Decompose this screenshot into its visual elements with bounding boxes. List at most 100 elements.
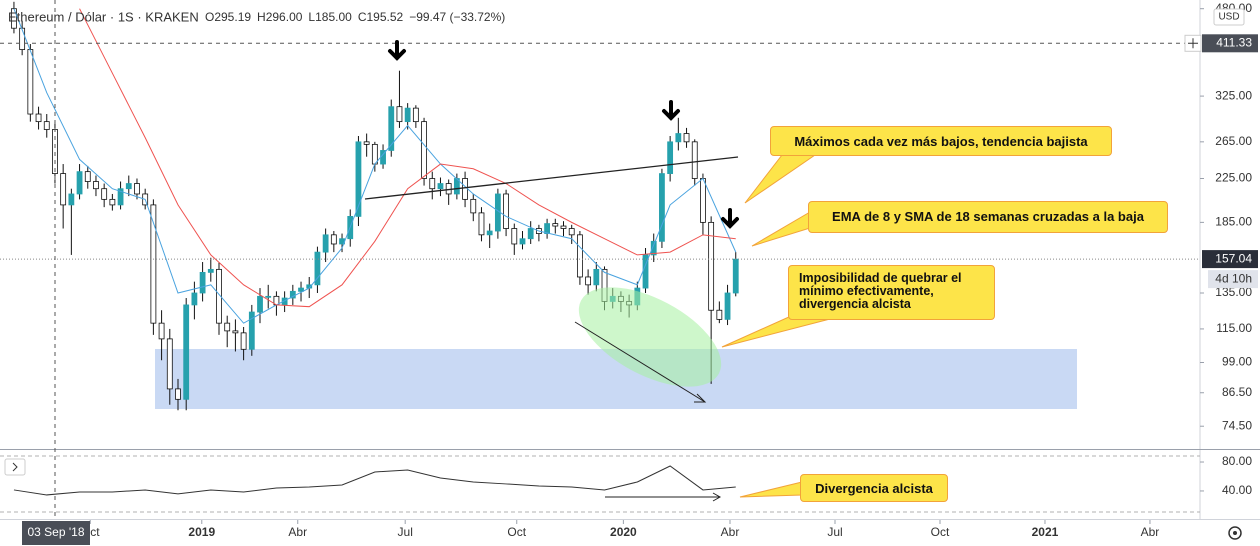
- callout: EMA de 8 y SMA de 18 semanas cruzadas a …: [808, 201, 1168, 233]
- ohlc-value: −99.47 (−33.72%): [409, 10, 505, 24]
- candle-body: [478, 212, 485, 236]
- countdown-box: [1208, 270, 1258, 289]
- candle-body: [84, 171, 91, 182]
- candle-body: [257, 295, 263, 313]
- trend-line: [364, 156, 739, 200]
- line-series: [13, 465, 736, 496]
- candle-body: [298, 287, 304, 292]
- candle-body: [125, 183, 132, 190]
- candle-body: [371, 143, 378, 165]
- candle-body: [158, 322, 165, 340]
- x-tick-label: Abr: [721, 525, 740, 539]
- candle-body: [486, 230, 493, 236]
- currency-box: [1213, 8, 1245, 26]
- candle-body: [470, 198, 477, 214]
- x-tick-label: Abr: [288, 525, 307, 539]
- candle-body: [232, 330, 239, 334]
- y-tick-label: 265.00: [1215, 134, 1252, 148]
- callout-text: Divergencia alcista: [815, 481, 933, 496]
- candle-body: [330, 234, 337, 245]
- candle-body: [650, 240, 657, 256]
- y-tick-label: 185.00: [1215, 215, 1252, 229]
- settings-icon[interactable]: [1228, 526, 1242, 540]
- candle-body: [511, 228, 518, 245]
- callout-text: divergencia alcista: [799, 297, 911, 311]
- y-tick-label: 86.50: [1222, 385, 1252, 399]
- candle-body: [183, 304, 190, 400]
- y-tick-label: 225.00: [1215, 171, 1252, 185]
- candle-body: [191, 292, 198, 306]
- x-tick-label: Abr: [1141, 525, 1160, 539]
- candle-body: [396, 106, 403, 123]
- candle-body: [175, 388, 181, 400]
- candle-body: [166, 338, 173, 390]
- candle-body: [667, 141, 674, 174]
- down-arrow: [721, 208, 739, 229]
- ohlc-value: C195.52: [358, 10, 404, 24]
- candle-body: [27, 49, 34, 115]
- candle-body: [577, 234, 583, 278]
- candle-body: [248, 311, 255, 350]
- countdown: 4d 10h: [1215, 271, 1252, 285]
- x-tick-label: 2021: [1032, 525, 1059, 539]
- currency: USD: [1218, 12, 1239, 23]
- x-tick-label: 2020: [610, 525, 637, 539]
- line-series: [79, 8, 736, 308]
- crosshair-price-box: [1202, 34, 1258, 53]
- candle-body: [35, 113, 42, 123]
- candle-body: [76, 171, 83, 195]
- candle-body: [150, 204, 157, 324]
- crosshair-date: 03 Sep '18: [27, 525, 84, 539]
- x-tick-label: Jul: [827, 525, 842, 539]
- candle-body: [101, 188, 108, 200]
- candle-body: [568, 228, 575, 236]
- candle-body: [388, 106, 395, 151]
- y-tick-label: 115.00: [1216, 321, 1252, 335]
- candle-body: [68, 193, 75, 206]
- candle-body: [437, 183, 444, 190]
- down-arrow: [662, 100, 680, 121]
- candle-body: [117, 188, 124, 206]
- candle-body: [700, 178, 706, 223]
- callout-text: Máximos cada vez más bajos, tendencia ba…: [794, 134, 1088, 149]
- symbol-title: Ethereum / Dólar · 1S · KRAKEN: [8, 9, 199, 24]
- down-arrow: [388, 40, 406, 61]
- crosshair-price-label: 411.33: [1216, 35, 1252, 49]
- candle-body: [322, 234, 329, 253]
- last-price-box: [1202, 250, 1258, 269]
- y-tick-label: 74.50: [1222, 418, 1252, 432]
- callout-pointers: [721, 154, 831, 498]
- highlight-ellipse: [578, 287, 722, 387]
- arrow-head: [712, 492, 722, 502]
- chevron-icon: [12, 462, 18, 472]
- candle-body: [134, 183, 140, 195]
- candle-body: [429, 178, 436, 190]
- axes: 480.00325.00265.00225.00185.00135.00115.…: [81, 1, 1258, 539]
- candle-body: [109, 198, 116, 206]
- candle-body: [659, 173, 665, 242]
- candle-body: [60, 173, 67, 206]
- candle-body: [544, 223, 550, 234]
- ohlc-value: O295.19: [205, 10, 251, 24]
- candle-body: [93, 181, 99, 190]
- candle-body: [363, 141, 370, 145]
- candle-body: [240, 332, 247, 350]
- candle-body: [683, 133, 690, 143]
- candle-body: [216, 268, 222, 324]
- y-tick-label: 80.00: [1222, 454, 1252, 468]
- x-tick-label: Jul: [398, 525, 413, 539]
- candle-body: [207, 268, 214, 273]
- candle-body: [265, 295, 272, 298]
- callout: Imposibilidad de quebrar el mínimo efecti…: [788, 265, 995, 320]
- candle-body: [199, 271, 206, 294]
- candle-body: [404, 107, 411, 123]
- collapse-button[interactable]: [4, 458, 26, 476]
- candle-body: [519, 238, 526, 245]
- callout: Máximos cada vez más bajos, tendencia ba…: [770, 126, 1112, 156]
- ohlc-value: L185.00: [308, 10, 352, 24]
- plus-icon: [1188, 38, 1198, 49]
- y-tick-label: 40.00: [1222, 483, 1252, 497]
